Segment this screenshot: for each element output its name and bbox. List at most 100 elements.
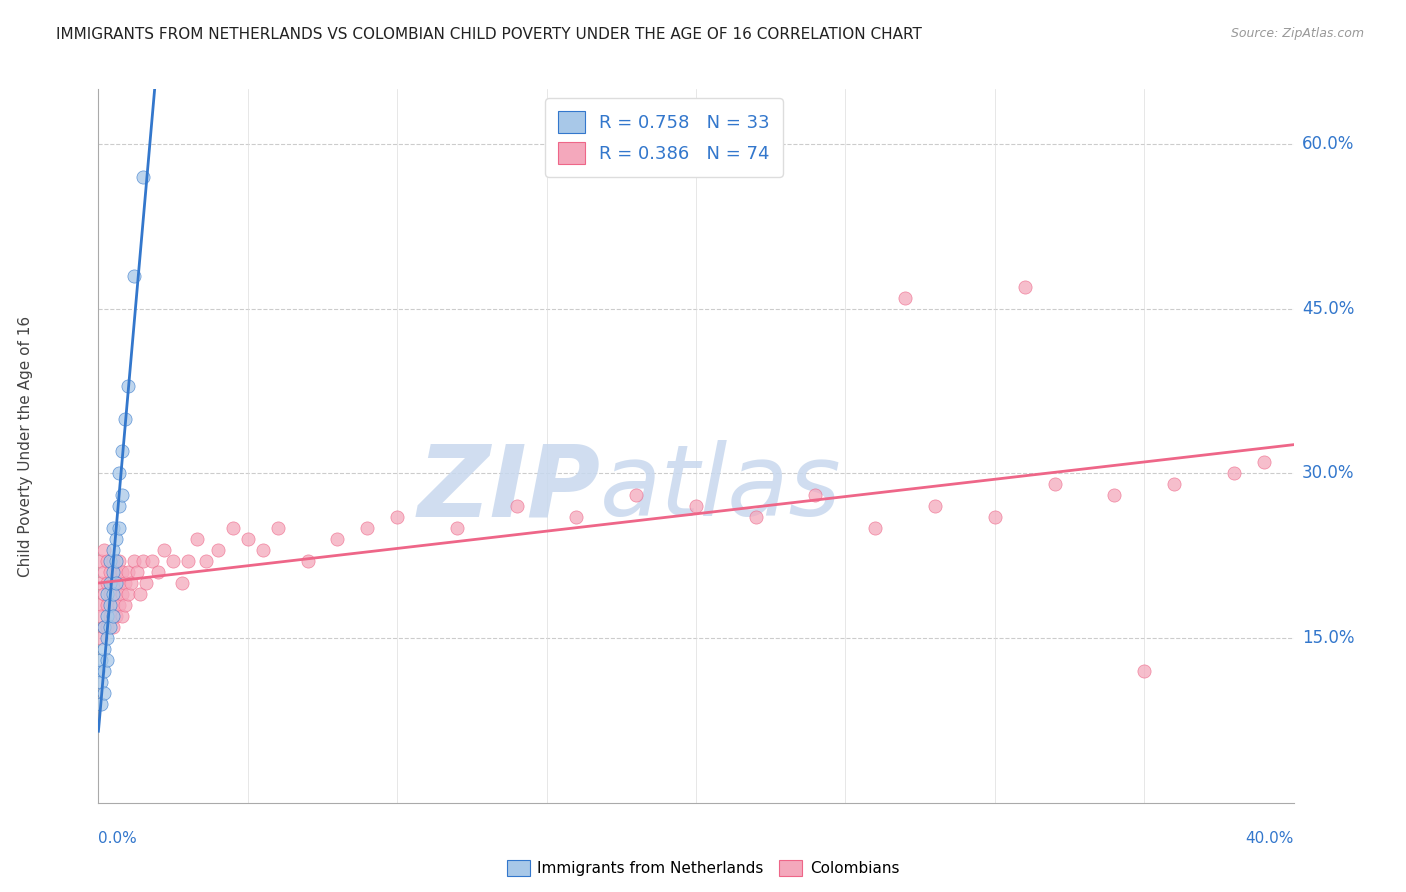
Point [194,554,218,568]
Text: 45.0%: 45.0% [1302,300,1354,318]
Point [96,620,118,634]
Point [141,554,163,568]
Point [124,554,146,568]
Point [132,169,155,184]
Point [111,566,134,580]
Point [87,598,110,612]
Point [96,609,118,624]
Point [93,686,115,700]
Point [1014,280,1036,294]
Point [114,411,136,425]
Text: IMMIGRANTS FROM NETHERLANDS VS COLOMBIAN CHILD POVERTY UNDER THE AGE OF 16 CORRE: IMMIGRANTS FROM NETHERLANDS VS COLOMBIAN… [56,27,922,42]
Point [103,620,125,634]
Point [267,521,290,535]
Point [98,609,122,624]
Point [1163,477,1185,491]
Point [186,533,208,547]
Point [222,521,245,535]
Point [111,609,134,624]
Point [105,533,128,547]
Point [105,554,128,568]
Point [117,587,139,601]
Point [745,510,768,524]
Point [93,543,115,558]
Point [1253,455,1275,469]
Point [297,554,319,568]
Point [111,444,134,458]
Point [117,566,139,580]
Point [111,587,134,601]
Point [103,587,125,601]
Point [105,576,128,591]
Point [207,543,229,558]
Point [98,554,122,568]
Text: 40.0%: 40.0% [1246,831,1294,847]
Point [108,467,131,481]
Point [127,566,149,580]
Point [103,543,125,558]
Point [87,664,110,678]
Point [90,653,112,667]
Point [103,576,125,591]
Point [108,576,131,591]
Point [356,521,378,535]
Point [90,609,112,624]
Point [93,620,115,634]
Point [103,521,125,535]
Point [93,587,115,601]
Point [1223,467,1246,481]
Point [98,566,122,580]
Point [135,576,157,591]
Point [129,587,152,601]
Point [865,521,887,535]
Point [132,554,155,568]
Point [894,291,917,305]
Point [103,554,125,568]
Point [93,620,115,634]
Point [96,653,118,667]
Text: 0.0%: 0.0% [98,831,138,847]
Point [98,576,122,591]
Point [804,488,827,502]
Point [90,631,112,645]
Point [685,500,707,514]
Point [114,598,136,612]
Point [96,631,118,645]
Text: Source: ZipAtlas.com: Source: ZipAtlas.com [1230,27,1364,40]
Point [93,664,115,678]
Legend: R = 0.758   N = 33, R = 0.386   N = 74: R = 0.758 N = 33, R = 0.386 N = 74 [546,98,783,177]
Point [172,576,194,591]
Point [1133,664,1156,678]
Point [983,510,1005,524]
Point [90,576,112,591]
Point [105,609,128,624]
Point [103,566,125,580]
Point [90,675,112,690]
Point [1043,477,1066,491]
Point [108,521,131,535]
Point [96,554,118,568]
Point [252,543,274,558]
Point [103,598,125,612]
Point [153,543,176,558]
Point [93,642,115,657]
Point [565,510,588,524]
Text: ZIP: ZIP [418,441,600,537]
Text: Child Poverty Under the Age of 16: Child Poverty Under the Age of 16 [18,316,32,576]
Point [108,554,131,568]
Point [96,587,118,601]
Point [108,500,131,514]
Point [98,598,122,612]
Text: 30.0%: 30.0% [1302,465,1354,483]
Point [117,378,139,392]
Point [90,697,112,711]
Point [96,598,118,612]
Point [924,500,946,514]
Point [111,488,134,502]
Text: 60.0%: 60.0% [1302,135,1354,153]
Point [120,576,142,591]
Point [93,566,115,580]
Point [96,576,118,591]
Point [105,587,128,601]
Point [108,598,131,612]
